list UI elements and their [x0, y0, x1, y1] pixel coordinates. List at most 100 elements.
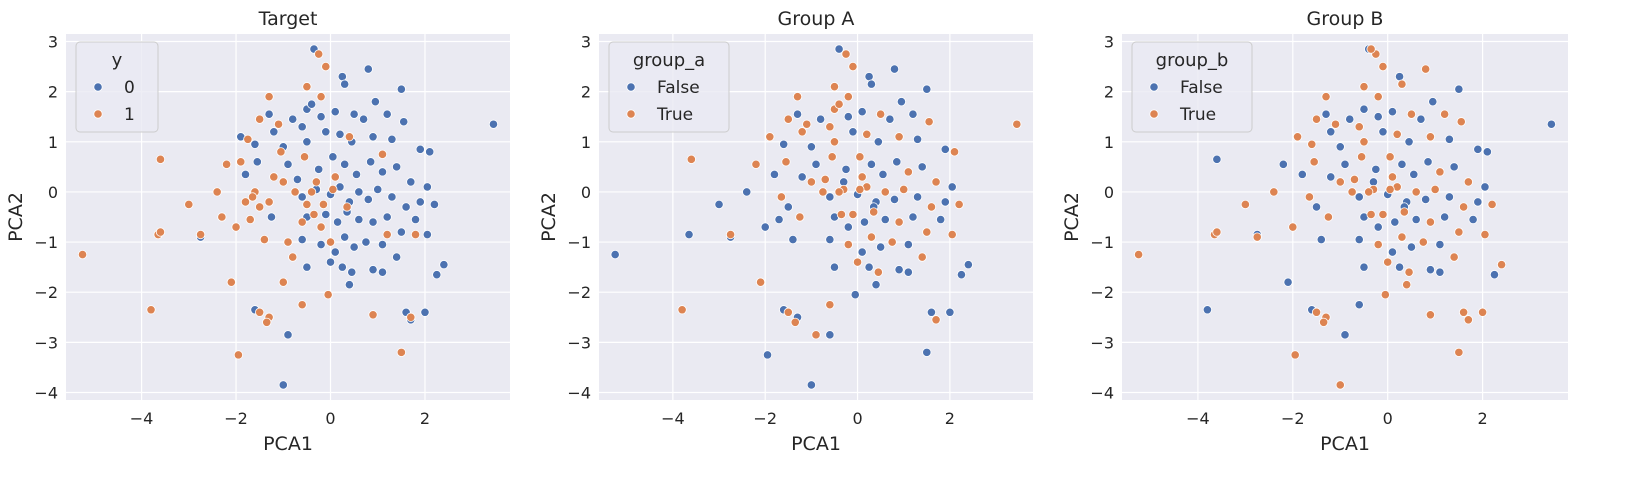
scatter-point — [328, 184, 338, 195]
scatter-point — [894, 132, 904, 142]
scatter-point — [880, 214, 890, 225]
scatter-point — [387, 192, 397, 202]
scatter-point — [869, 207, 879, 217]
legend: y0 1 — [75, 41, 159, 133]
scatter-point — [1321, 92, 1331, 102]
scatter-point — [1359, 82, 1369, 92]
scatter-point — [266, 212, 277, 222]
scatter-point — [330, 172, 340, 182]
scatter-point — [848, 61, 858, 72]
legend-box — [1131, 41, 1253, 133]
scatter-point — [368, 217, 378, 227]
scatter-point — [829, 137, 840, 147]
scatter-point — [926, 307, 937, 317]
scatter-point — [686, 154, 696, 164]
y-tick-label: −4 — [34, 383, 58, 402]
scatter-point — [806, 177, 816, 187]
scatter-point — [725, 229, 736, 240]
scatter-point — [340, 232, 350, 242]
scatter-point — [325, 257, 336, 267]
scatter-point — [1402, 280, 1412, 290]
scatter-point — [1335, 142, 1345, 152]
y-tick-label: 0 — [48, 183, 58, 202]
scatter-point — [1354, 300, 1364, 310]
y-tick-label: −3 — [1090, 333, 1114, 352]
scatter-point — [797, 127, 807, 137]
scatter-point — [1290, 350, 1300, 360]
scatter-point — [361, 237, 371, 247]
legend-entry: False — [1180, 78, 1223, 98]
x-tick-label: 0 — [325, 409, 335, 428]
scatter-point — [259, 234, 269, 245]
scatter-point — [1252, 232, 1262, 242]
scatter-point — [377, 267, 388, 277]
scatter-point — [917, 252, 927, 262]
scatter-point — [880, 187, 890, 197]
scatter-point — [1319, 317, 1329, 327]
scatter-point — [354, 214, 364, 225]
y-tick-label: −1 — [1090, 233, 1114, 252]
scatter-point — [363, 194, 373, 205]
scatter-point — [852, 257, 863, 267]
scatter-point — [247, 192, 258, 202]
scatter-point — [278, 177, 288, 187]
scatter-point — [1392, 129, 1402, 139]
legend-marker — [93, 82, 103, 92]
scatter-point — [297, 217, 307, 227]
scatter-point — [954, 199, 964, 210]
legend-marker — [626, 82, 636, 92]
scatter-point — [1489, 270, 1500, 280]
scatter-point — [818, 187, 828, 197]
scatter-point — [1394, 72, 1405, 82]
scatter-point — [396, 227, 406, 237]
scatter-point — [899, 184, 909, 195]
legend-title: group_a — [633, 50, 705, 71]
scatter-point — [283, 159, 293, 169]
scatter-point — [949, 147, 960, 157]
scatter-point — [1487, 199, 1497, 210]
scatter-point — [1288, 222, 1298, 232]
legend: group_b False True — [1131, 41, 1253, 133]
scatter-point — [894, 265, 904, 275]
scatter-point — [843, 92, 853, 102]
scatter-point — [1371, 164, 1381, 174]
scatter-point — [1357, 152, 1367, 162]
scatter-point — [1366, 44, 1376, 54]
scatter-point — [864, 72, 874, 82]
scatter-point — [1430, 184, 1440, 195]
scatter-point — [1323, 212, 1333, 222]
scatter-point — [1435, 167, 1445, 177]
x-tick-label: −4 — [661, 409, 685, 428]
scatter-point — [1473, 144, 1483, 154]
scatter-point — [349, 109, 359, 119]
scatter-point — [316, 112, 326, 122]
scatter-point — [792, 109, 803, 119]
y-tick-label: 3 — [1104, 33, 1114, 52]
scatter-point — [278, 380, 288, 390]
scatter-point — [410, 214, 421, 225]
scatter-point — [297, 122, 307, 132]
scatter-point — [878, 169, 888, 179]
y-tick-label: 1 — [48, 133, 58, 152]
y-tick-label: −1 — [34, 233, 58, 252]
scatter-point — [1411, 214, 1421, 225]
scatter-point — [894, 217, 904, 227]
scatter-point — [330, 107, 340, 117]
scatter-point — [848, 209, 858, 220]
scatter-point — [1330, 119, 1341, 129]
y-tick-label: 0 — [581, 183, 591, 202]
scatter-point — [876, 109, 886, 119]
y-tick-label: 1 — [1104, 133, 1114, 152]
scatter-point — [836, 209, 846, 220]
scatter-point — [926, 202, 937, 212]
scatter-point — [825, 300, 835, 310]
y-axis-label: PCA2 — [1061, 192, 1083, 242]
x-tick-label: −2 — [753, 409, 777, 428]
scatter-point — [912, 134, 923, 144]
scatter-point — [311, 177, 321, 187]
scatter-point — [309, 209, 319, 220]
scatter-point — [382, 109, 392, 119]
scatter-point — [924, 117, 934, 127]
legend-entry: 0 — [124, 78, 135, 98]
scatter-point — [857, 107, 867, 117]
